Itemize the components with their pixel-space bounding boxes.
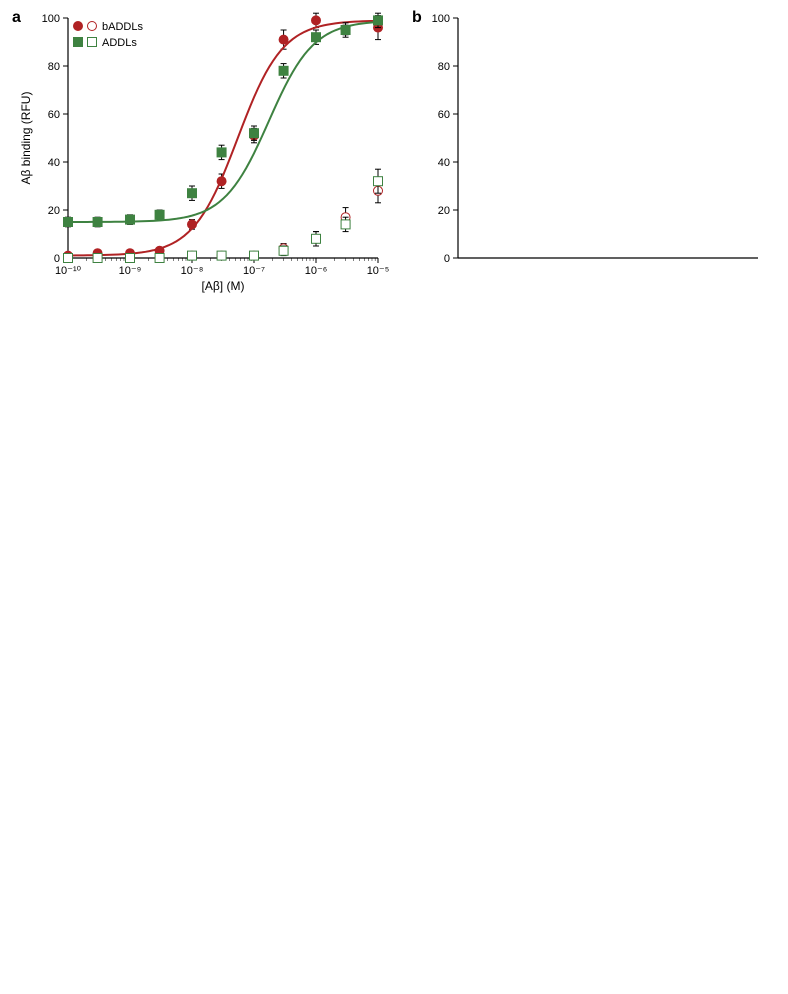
xtick-label: 10⁻⁶: [305, 265, 328, 277]
legend-label: ADDLs: [102, 37, 137, 49]
ytick-label: 40: [438, 157, 450, 169]
ytick-label: 0: [54, 253, 60, 265]
xtick-label: 10⁻⁵: [367, 265, 390, 277]
xtick-label: 10⁻⁹: [119, 265, 142, 277]
ytick-label: 0: [444, 253, 450, 265]
legend-label: bADDLs: [102, 21, 143, 33]
panel-label: b: [412, 9, 422, 26]
ytick-label: 100: [432, 13, 450, 25]
xtick-label: 10⁻⁷: [243, 265, 265, 277]
panel-label: a: [12, 9, 21, 26]
ytick-label: 20: [438, 205, 450, 217]
x-axis-label: [Aβ] (M): [202, 279, 245, 293]
ytick-label: 40: [48, 157, 60, 169]
y-axis-label: Aβ binding (RFU): [19, 92, 33, 185]
ytick-label: 60: [48, 109, 60, 121]
ytick-label: 60: [438, 109, 450, 121]
ytick-label: 80: [48, 61, 60, 73]
ytick-label: 20: [48, 205, 60, 217]
xtick-label: 10⁻⁸: [181, 265, 204, 277]
ytick-label: 100: [42, 13, 60, 25]
ytick-label: 80: [438, 61, 450, 73]
xtick-label: 10⁻¹⁰: [55, 265, 82, 277]
